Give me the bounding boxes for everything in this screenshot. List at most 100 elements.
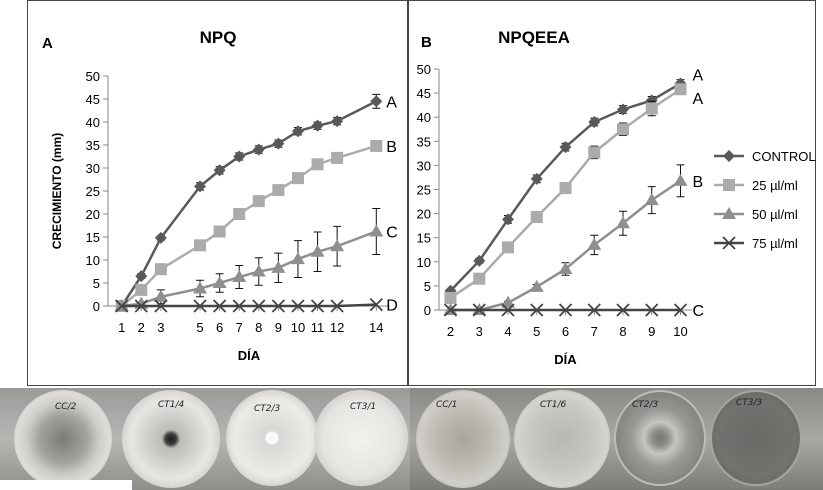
point-square xyxy=(473,272,486,285)
petri-dish xyxy=(122,390,220,488)
x-tick-label: 8 xyxy=(255,320,262,335)
point-x xyxy=(115,299,129,313)
y-tick-label: 35 xyxy=(86,138,100,153)
petri-dish xyxy=(614,390,706,486)
point-diamond xyxy=(617,103,629,116)
point-square xyxy=(674,83,687,96)
y-tick-label: 0 xyxy=(424,303,431,318)
point-x xyxy=(232,299,246,313)
point-triangle xyxy=(501,295,515,308)
point-diamond xyxy=(194,180,207,193)
point-triangle xyxy=(153,289,168,302)
point-diamond xyxy=(502,213,514,226)
point-x xyxy=(212,299,227,313)
point-x xyxy=(472,303,486,317)
point-x xyxy=(530,303,544,317)
point-triangle xyxy=(330,239,345,252)
point-diamond xyxy=(559,141,572,154)
point-x xyxy=(616,303,630,317)
x-tick-label: 2 xyxy=(447,324,454,339)
point-triangle xyxy=(587,237,602,250)
point-x xyxy=(722,236,736,250)
point-x xyxy=(134,299,148,313)
point-triangle xyxy=(212,276,227,288)
point-x xyxy=(443,303,458,317)
x-axis-label: DÍA xyxy=(554,352,577,367)
point-x xyxy=(193,299,207,313)
point-x xyxy=(501,303,515,317)
dish-label: CT1/6 xyxy=(540,400,567,410)
point-triangle xyxy=(310,244,325,257)
point-x xyxy=(154,299,168,313)
chart-title: NPQEEA xyxy=(498,28,570,47)
series-end-label: A xyxy=(693,67,704,84)
legend-entry: CONTROL xyxy=(752,149,816,164)
point-diamond xyxy=(252,143,265,156)
point-triangle xyxy=(271,260,286,273)
point-x xyxy=(673,303,688,317)
x-tick-label: 12 xyxy=(330,320,344,335)
x-tick-label: 14 xyxy=(369,320,383,335)
point-x xyxy=(310,299,325,313)
x-tick-label: 4 xyxy=(504,324,511,339)
point-diamond xyxy=(233,150,246,163)
series-line xyxy=(121,303,377,308)
point-square xyxy=(154,263,167,276)
series-end-label: A xyxy=(386,94,397,111)
point-triangle xyxy=(722,207,736,219)
point-triangle xyxy=(673,173,688,186)
x-tick-label: 6 xyxy=(562,324,569,339)
point-diamond xyxy=(370,95,383,108)
panel-label: B xyxy=(421,34,432,51)
point-diamond xyxy=(154,231,167,244)
x-tick-label: 5 xyxy=(533,324,540,339)
dish-label: CT3/1 xyxy=(350,402,377,412)
point-triangle xyxy=(369,224,384,237)
x-tick-label: 10 xyxy=(291,320,305,335)
y-tick-label: 50 xyxy=(417,62,431,77)
x-tick-label: 2 xyxy=(138,320,145,335)
y-tick-label: 20 xyxy=(417,207,431,222)
x-tick-label: 9 xyxy=(648,324,655,339)
chart-title: NPQ xyxy=(200,28,237,47)
petri-dish xyxy=(314,390,408,486)
y-tick-label: 40 xyxy=(86,115,100,130)
dish-label: CC/2 xyxy=(55,402,77,412)
point-x xyxy=(330,299,344,313)
y-tick-label: 50 xyxy=(86,69,100,84)
x-tick-label: 10 xyxy=(673,324,687,339)
point-square xyxy=(559,182,572,195)
point-x xyxy=(645,303,659,317)
point-triangle xyxy=(529,279,544,292)
point-diamond xyxy=(331,115,344,128)
point-square xyxy=(194,239,207,252)
x-tick-label: 1 xyxy=(118,320,125,335)
x-tick-label: 7 xyxy=(236,320,243,335)
point-x xyxy=(252,299,266,313)
point-square xyxy=(272,184,285,197)
x-axis-label: DÍA xyxy=(238,348,261,363)
point-diamond xyxy=(473,254,486,267)
x-tick-label: 11 xyxy=(311,320,325,335)
panel-label: A xyxy=(42,35,53,52)
point-triangle xyxy=(232,270,247,283)
y-tick-label: 20 xyxy=(86,207,100,222)
series-end-label: B xyxy=(693,174,704,191)
series-end-label: C xyxy=(693,303,705,320)
point-square xyxy=(331,151,344,164)
petri-dish xyxy=(710,390,802,486)
y-tick-label: 5 xyxy=(93,276,100,291)
point-triangle xyxy=(616,216,630,229)
petri-dish-photos: CC/2 CT1/4 CT2/3 CT3/1 CC/1 CT1/6 CT2/3 … xyxy=(0,388,823,490)
y-tick-label: 30 xyxy=(417,158,431,173)
x-tick-label: 7 xyxy=(591,324,598,339)
y-tick-label: 15 xyxy=(86,230,100,245)
point-square xyxy=(723,179,735,191)
y-tick-label: 10 xyxy=(417,255,431,270)
point-square xyxy=(233,208,246,220)
petri-dish xyxy=(514,390,610,488)
point-square xyxy=(311,158,324,171)
dish-label: CT2/3 xyxy=(632,400,659,410)
